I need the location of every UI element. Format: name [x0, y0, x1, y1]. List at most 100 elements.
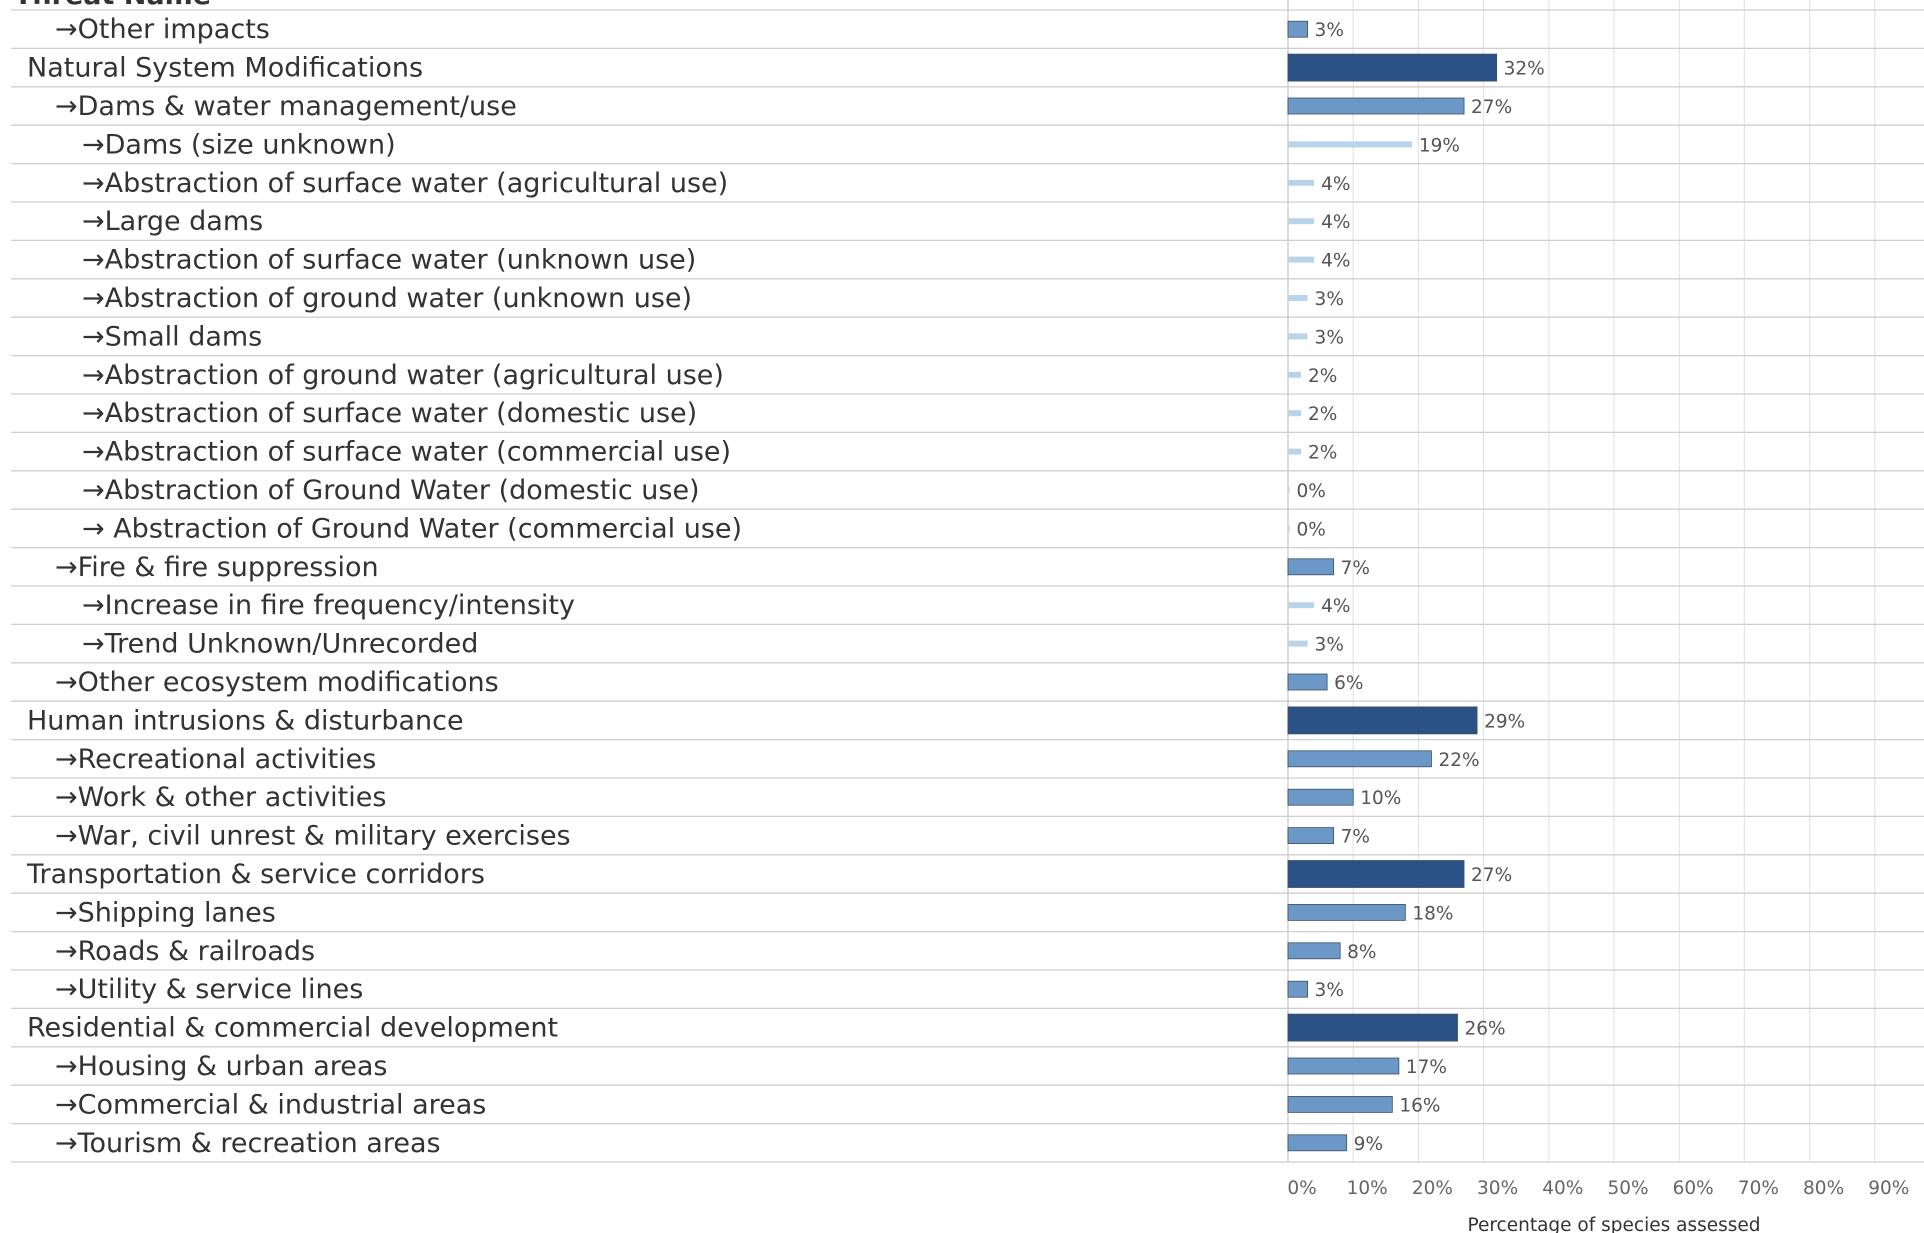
x-axis: 0% 10% 20% 30% 40% 50% 60% 70% 80% 90% [1287, 1178, 1909, 1199]
chart-row: →Abstraction of surface water (agricultu… [11, 168, 1924, 203]
chart-row: →Abstraction of surface water (domestic … [11, 398, 1924, 434]
bar-value-label: 16% [1399, 1095, 1440, 1116]
bar [1287, 904, 1406, 921]
row-label: Human intrusions & disturbance [27, 705, 464, 736]
chart-row: →Small dams 3% [11, 321, 1924, 357]
chart-row: →Roads & railroads 8% [11, 936, 1924, 971]
bar-value-label: 4% [1321, 596, 1350, 617]
chart-row: →Abstraction of surface water (unknown u… [11, 245, 1924, 280]
x-tick-label: 70% [1738, 1178, 1779, 1199]
bar [1288, 256, 1315, 263]
bar-value-label: 3% [1315, 980, 1344, 1001]
bar [1287, 706, 1478, 735]
x-tick-label: 90% [1868, 1178, 1909, 1199]
bar-value-label: 4% [1321, 251, 1350, 272]
row-label: →Roads & railroads [55, 936, 315, 967]
row-label: →Abstraction of surface water (agricultu… [82, 168, 728, 199]
row-label: →Abstraction of Ground Water (domestic u… [82, 475, 700, 506]
x-tick-label: 80% [1803, 1178, 1844, 1199]
chart-row: →Increase in fire frequency/intensity 4% [11, 590, 1924, 626]
chart-header: Threat Name [14, 0, 211, 11]
chart-row: Human intrusions & disturbance 29% [11, 705, 1924, 741]
bar [1287, 942, 1341, 960]
chart-row: →Fire & fire suppression 7% [11, 552, 1924, 587]
bar-value-label: 19% [1419, 135, 1460, 156]
row-label: →Dams (size unknown) [82, 129, 396, 160]
bar [1288, 640, 1308, 647]
row-label: →Increase in fire frequency/intensity [82, 590, 575, 621]
chart-row: →Large dams 4% [11, 206, 1924, 242]
row-label: →Abstraction of ground water (unknown us… [82, 283, 692, 314]
row-label: →Abstraction of surface water (unknown u… [82, 245, 696, 276]
bar [1287, 860, 1465, 888]
row-label: →Recreational activities [55, 744, 376, 775]
bar [1287, 750, 1432, 768]
row-label: →Shipping lanes [55, 897, 276, 928]
row-label: Natural System Modifications [27, 53, 423, 84]
bar [1287, 1013, 1458, 1042]
row-label: → Abstraction of Ground Water (commercia… [82, 513, 742, 544]
chart-rows: →Other impacts 3% Natural System Modificat… [11, 14, 1924, 1163]
bar [1288, 448, 1302, 455]
bar [1287, 827, 1335, 844]
chart-row: →Other ecosystem modifications 6% [11, 667, 1924, 702]
row-label: →Abstraction of surface water (commercia… [82, 437, 731, 468]
bar [1288, 487, 1290, 493]
row-label: →Work & other activities [55, 782, 386, 813]
row-label: →Large dams [82, 206, 263, 237]
chart-row: →Tourism & recreation areas 9% [11, 1128, 1924, 1163]
x-tick-label: 30% [1477, 1178, 1518, 1199]
bar-value-label: 17% [1406, 1057, 1447, 1078]
chart-row: →Abstraction of surface water (commercia… [11, 437, 1924, 472]
chart-row: Transportation & service corridors 27% [11, 859, 1924, 894]
row-label: →Housing & urban areas [55, 1051, 387, 1082]
chart-row: →Work & other activities 10% [11, 782, 1924, 818]
chart-row: →Trend Unknown/Unrecorded 3% [11, 629, 1924, 664]
bar-value-label: 29% [1484, 711, 1525, 732]
x-axis-title: Percentage of species assessed [1467, 1215, 1760, 1233]
bar-value-label: 2% [1308, 366, 1337, 387]
chart-row: Natural System Modifications 32% [11, 53, 1924, 88]
bar-value-label: 3% [1315, 327, 1344, 348]
grid-lines [11, 0, 1924, 1162]
bar-value-label: 2% [1308, 443, 1337, 464]
bar-value-label: 4% [1321, 212, 1350, 233]
chart-row: →Dams (size unknown) 19% [11, 129, 1924, 165]
bar [1288, 333, 1308, 340]
bar [1287, 558, 1335, 576]
chart-row: →Abstraction of ground water (agricultur… [11, 360, 1924, 395]
x-tick-label: 50% [1607, 1178, 1648, 1199]
row-label: Residential & commercial development [27, 1013, 558, 1044]
row-label: →Fire & fire suppression [55, 552, 379, 583]
bar [1287, 1057, 1400, 1075]
bar [1287, 980, 1308, 998]
bar-value-label: 3% [1315, 20, 1344, 41]
row-label: →Abstraction of surface water (domestic … [82, 398, 697, 429]
bar [1288, 295, 1308, 301]
bar [1288, 602, 1315, 609]
x-tick-label: 60% [1673, 1178, 1714, 1199]
chart-row: →Recreational activities 22% [11, 744, 1924, 779]
bar [1288, 410, 1302, 417]
bar [1288, 371, 1302, 378]
bar [1287, 97, 1465, 115]
bar [1288, 179, 1315, 186]
chart-row: →Utility & service lines 3% [11, 974, 1924, 1010]
row-label: →War, civil unrest & military exercises [55, 821, 571, 852]
column-header-label: Threat Name [14, 0, 211, 11]
bar [1287, 53, 1498, 82]
bar-value-label: 18% [1412, 903, 1453, 924]
row-label: →Trend Unknown/Unrecorded [82, 629, 478, 660]
bar-value-label: 2% [1308, 404, 1337, 425]
chart-row: → Abstraction of Ground Water (commercia… [11, 513, 1924, 549]
chart-row: →War, civil unrest & military exercises 7… [11, 821, 1924, 856]
bar [1288, 141, 1412, 148]
bar [1288, 525, 1290, 532]
bar-value-label: 32% [1504, 59, 1545, 80]
row-label: →Commercial & industrial areas [55, 1089, 486, 1120]
chart-row: →Shipping lanes 18% [11, 897, 1924, 933]
bar-value-label: 22% [1438, 750, 1479, 771]
bar [1288, 218, 1315, 225]
chart-row: →Commercial & industrial areas 16% [11, 1089, 1924, 1125]
x-tick-label: 20% [1412, 1178, 1453, 1199]
